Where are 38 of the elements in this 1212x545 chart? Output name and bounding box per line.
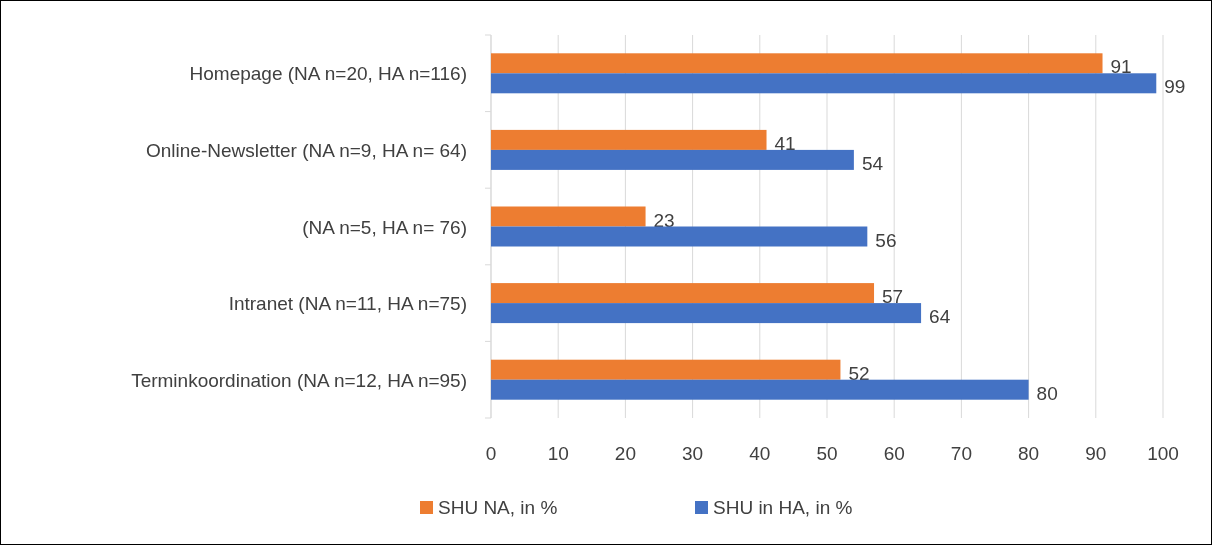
bar: [491, 206, 646, 227]
legend-label: SHU in HA, in %: [713, 497, 853, 518]
bar: [491, 359, 841, 380]
data-label: 91: [1110, 56, 1132, 78]
y-tick-label: Homepage (NA n=20, HA n=116): [189, 63, 467, 85]
legend-label: SHU NA, in %: [438, 497, 558, 518]
bar: [491, 283, 875, 304]
x-tick-label: 30: [682, 443, 704, 464]
data-label: 64: [929, 306, 951, 328]
y-tick-label: Intranet (NA n=11, HA n=75): [228, 293, 467, 315]
y-tick-label: Terminkoordination (NA n=12, HA n=95): [131, 369, 467, 391]
data-label: 56: [875, 229, 897, 251]
data-label: 23: [653, 209, 675, 231]
x-tick-label: 0: [485, 443, 497, 464]
data-label: 41: [774, 132, 796, 154]
x-tick-label: 90: [1085, 443, 1107, 464]
bar: [491, 53, 1103, 74]
x-tick-label: 20: [614, 443, 636, 464]
y-tick-label: Online-Newsletter (NA n=9, HA n= 64): [145, 139, 467, 161]
x-tick-label: 100: [1147, 443, 1179, 464]
data-label: 80: [1036, 382, 1058, 404]
bar: [491, 303, 922, 324]
data-label: 99: [1164, 76, 1186, 98]
bar: [491, 226, 868, 247]
bar: [491, 129, 767, 150]
bar: [491, 149, 854, 170]
x-tick-label: 70: [950, 443, 972, 464]
x-tick-label: 60: [883, 443, 905, 464]
data-label: 57: [882, 286, 904, 308]
x-tick-label: 50: [816, 443, 838, 464]
data-label: 54: [861, 152, 884, 174]
data-label: 52: [848, 362, 870, 384]
y-tick-label: (NA n=5, HA n= 76): [302, 216, 467, 238]
x-tick-label: 80: [1018, 443, 1040, 464]
x-tick-label: 40: [749, 443, 771, 464]
x-tick-label: 10: [547, 443, 569, 464]
bar: [491, 379, 1029, 400]
bar: [491, 73, 1157, 94]
